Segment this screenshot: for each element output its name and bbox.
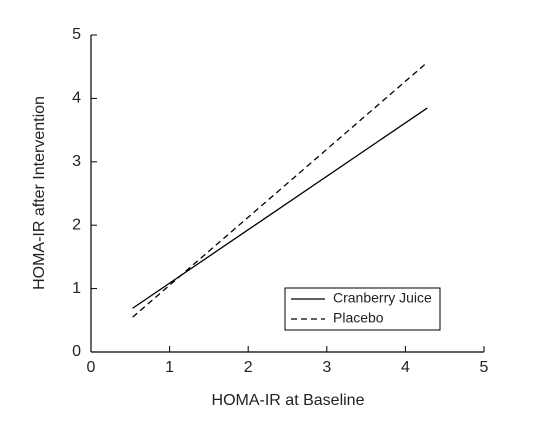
legend-label: Cranberry Juice — [333, 290, 432, 306]
y-tick-label: 2 — [72, 216, 81, 233]
x-axis-label: HOMA-IR at Baseline — [212, 392, 365, 409]
x-tick-label: 2 — [244, 359, 253, 376]
legend-box — [284, 287, 441, 331]
x-tick-label: 3 — [322, 359, 331, 376]
x-tick-label: 5 — [480, 359, 489, 376]
x-tick-label: 4 — [401, 359, 410, 376]
y-axis-label: HOMA-IR after Intervention — [31, 96, 48, 290]
y-tick-label: 4 — [72, 90, 81, 107]
x-tick-label: 0 — [87, 359, 96, 376]
y-tick-label: 3 — [72, 153, 81, 170]
y-tick-label: 1 — [72, 280, 81, 297]
legend-label: Placebo — [333, 310, 384, 326]
y-tick-label: 5 — [72, 26, 81, 43]
y-tick-label: 0 — [72, 343, 81, 360]
data-line — [132, 61, 428, 318]
x-tick-label: 1 — [165, 359, 174, 376]
